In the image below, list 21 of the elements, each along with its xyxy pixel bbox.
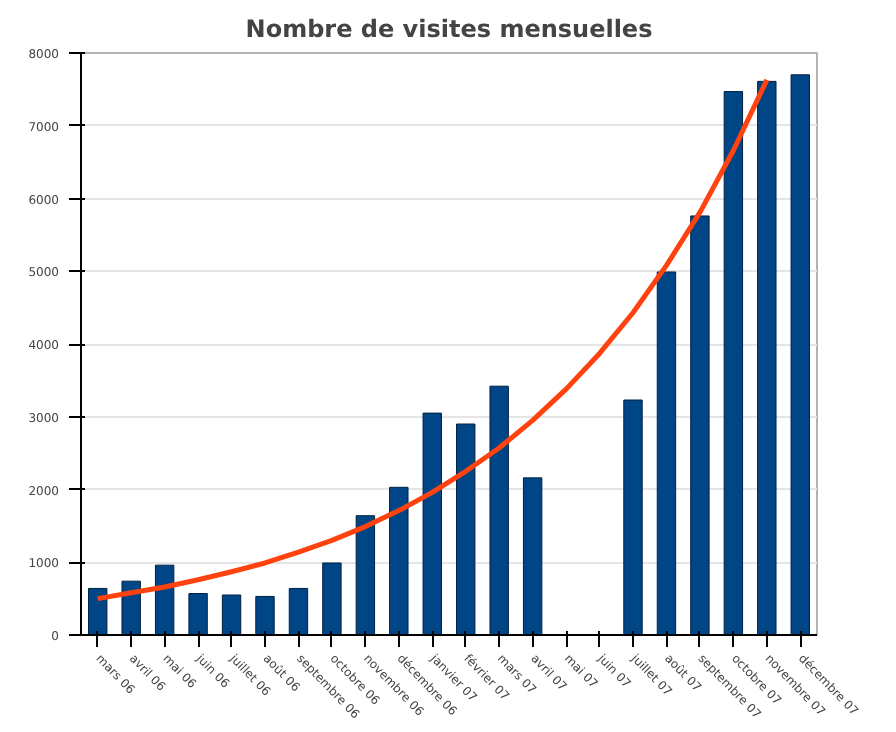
bar (188, 593, 208, 635)
bar (121, 580, 141, 635)
bar (422, 412, 442, 635)
bar (790, 74, 810, 635)
bar (255, 595, 275, 635)
bar (288, 587, 309, 635)
bar (690, 215, 710, 635)
bar (522, 477, 543, 635)
bar (88, 587, 108, 635)
bar (389, 486, 409, 635)
bar (355, 515, 376, 635)
bar (221, 594, 242, 635)
bar (456, 423, 476, 635)
bar (623, 399, 643, 635)
line-series (95, 77, 770, 602)
bar (757, 80, 777, 635)
bar (489, 385, 509, 635)
bar (656, 271, 677, 635)
bar (723, 91, 744, 635)
bar (322, 562, 342, 635)
chart-title: Nombre de visites mensuelles (245, 15, 653, 43)
